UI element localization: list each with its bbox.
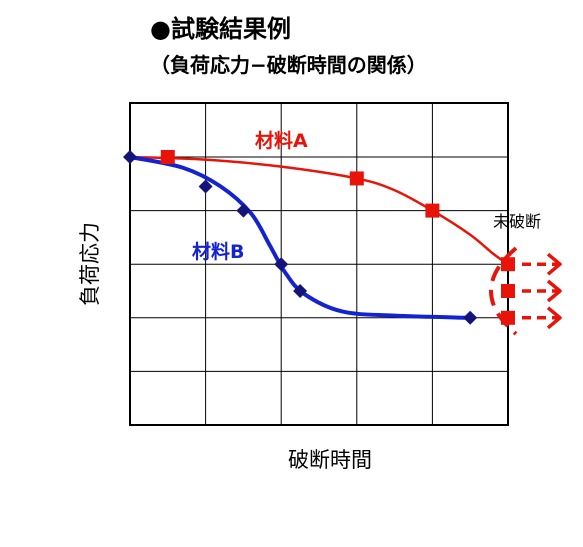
series-label-a: 材料A [255, 129, 308, 152]
data-point-b [274, 257, 289, 272]
data-point-a [425, 203, 440, 218]
data-point-b [198, 179, 213, 194]
unbroken-arrow-head [546, 306, 562, 330]
data-point-b [123, 150, 137, 164]
unbroken-label: 未破断 [493, 212, 541, 231]
data-point-a [349, 171, 364, 186]
series-label-b: 材料B [192, 240, 244, 263]
grid [130, 103, 508, 425]
x-axis-label: 破断時間 [288, 448, 372, 472]
data-point-b [236, 203, 251, 218]
data-point-b [293, 284, 308, 298]
data-point-a [160, 150, 175, 164]
unbroken-arrow-head [546, 279, 562, 303]
series-line-a [128, 155, 510, 266]
unbroken-bracket [489, 246, 518, 336]
series-markers [123, 150, 515, 325]
unbroken-arrow-head [546, 252, 562, 276]
data-point-a [501, 284, 515, 298]
data-point-a [501, 257, 515, 272]
chart-title: ●試験結果例 [150, 15, 291, 43]
series-curves [128, 155, 510, 320]
y-axis-label: 負荷応力 [78, 222, 102, 306]
data-point-b [463, 310, 478, 325]
chart-subtitle: （負荷応力−破断時間の関係） [150, 53, 427, 77]
unbroken-indicator [489, 246, 562, 336]
